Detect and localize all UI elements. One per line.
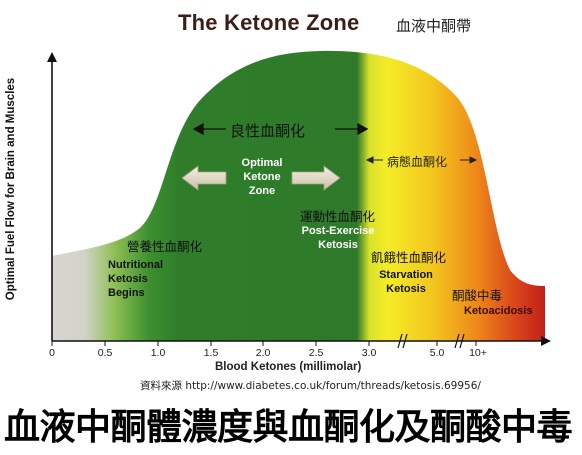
x-axis-arrow-icon bbox=[541, 336, 551, 346]
axis-break-icon bbox=[397, 333, 465, 349]
x-tick-label: 2.5 bbox=[308, 347, 324, 359]
pathological-range-arrow bbox=[365, 156, 478, 164]
x-tick-label: 0.5 bbox=[97, 347, 113, 359]
chart-title: The Ketone Zone bbox=[178, 10, 360, 35]
x-tick-label: 10+ bbox=[469, 347, 487, 359]
x-tick-label: 1.0 bbox=[150, 347, 166, 359]
y-axis-arrow-icon bbox=[47, 52, 57, 62]
source-citation: 資料來源 http://www.diabetes.co.uk/forum/thr… bbox=[140, 380, 481, 392]
ketoacidosis-label: Ketoacidosis bbox=[464, 305, 533, 317]
ketoacidosis-label-zh: 酮酸中毒 bbox=[452, 288, 503, 303]
nutritional-ketosis-label: Nutritional Ketosis Begins bbox=[108, 259, 163, 299]
x-tick-label: 1.5 bbox=[203, 347, 219, 359]
pathological-ketosis-label-zh: 病態血酮化 bbox=[387, 155, 448, 169]
x-tick-label: 2.0 bbox=[255, 347, 271, 359]
nutritional-ketosis-label-zh: 營養性血酮化 bbox=[127, 239, 203, 254]
x-axis-label: Blood Ketones (millimolar) bbox=[215, 361, 362, 373]
x-tick-label: 5.0 bbox=[429, 347, 445, 359]
benign-ketosis-label-zh: 良性血酮化 bbox=[230, 122, 306, 140]
post-exercise-ketosis-label: Post-Exercise Ketosis bbox=[301, 225, 375, 251]
benign-range-arrow bbox=[192, 122, 369, 136]
x-tick-label: 0 bbox=[49, 347, 55, 359]
optimal-ketone-zone-label: Optimal Ketone Zone bbox=[241, 157, 283, 197]
x-tick-label: 3.0 bbox=[361, 347, 377, 359]
ketone-zone-fill bbox=[52, 50, 545, 342]
caption-banner: 血液中酮體濃度與血酮化及酮酸中毒 bbox=[4, 406, 573, 448]
optimal-zone-arrow bbox=[181, 165, 341, 191]
starvation-ketosis-label-zh: 飢餓性血酮化 bbox=[371, 250, 447, 265]
starvation-ketosis-label: Starvation Ketosis bbox=[379, 269, 433, 295]
post-exercise-ketosis-label-zh: 運動性血酮化 bbox=[300, 209, 376, 224]
chart-title-zh: 血液中酮帶 bbox=[396, 17, 472, 35]
